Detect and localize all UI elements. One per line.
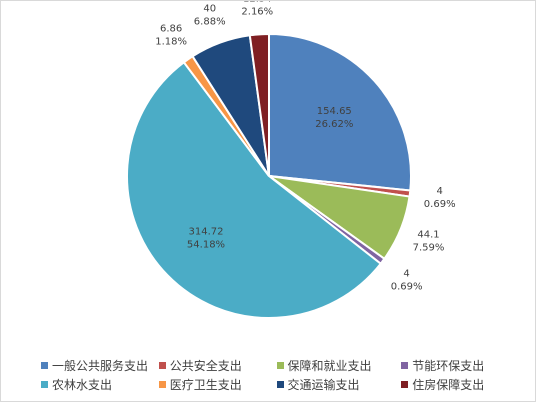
- slice-percent-label: 26.62%: [315, 119, 353, 130]
- slice-label-7: 40 6.88%: [194, 4, 226, 28]
- legend-swatch: [401, 381, 409, 388]
- legend-label: 农林水支出: [52, 378, 113, 392]
- legend-label: 节能环保支出: [412, 359, 485, 373]
- legend-label: 医疗卫生支出: [169, 378, 242, 392]
- slice-label-3: 44.1 7.59%: [413, 229, 445, 253]
- slice-percent-label: 6.88%: [194, 17, 226, 28]
- slice-label-5: 314.72 54.18%: [187, 227, 225, 251]
- legend-item: 节能环保支出: [401, 357, 501, 374]
- legend-swatch: [158, 381, 166, 388]
- legend-label: 一般公共服务支出: [52, 359, 149, 373]
- legend-item: 交通运输支出: [276, 376, 402, 393]
- slice-percent-label: 1.18%: [155, 37, 187, 48]
- legend-label: 交通运输支出: [287, 378, 360, 392]
- slice-value-label: 154.65: [317, 106, 352, 117]
- legend-label: 住房保障支出: [412, 378, 485, 392]
- legend-label: 保障和就业支出: [287, 359, 372, 373]
- slice-value-label: 12.54: [243, 1, 272, 4]
- pie-slice-1: [268, 32, 412, 192]
- slice-value-label: 40: [203, 4, 216, 15]
- slice-percent-label: 54.18%: [187, 240, 225, 251]
- legend: 一般公共服务支出 公共安全支出 保障和就业支出 节能环保支出农林水支出 医疗卫生支出 交通…: [41, 356, 501, 394]
- legend-row: 一般公共服务支出 公共安全支出 保障和就业支出 节能环保支出: [41, 356, 501, 375]
- slice-percent-label: 0.69%: [424, 199, 456, 210]
- legend-item: 保障和就业支出: [276, 357, 402, 374]
- slice-label-4: 4 0.69%: [391, 268, 423, 292]
- legend-swatch: [401, 362, 409, 369]
- pie-slice-8: [248, 32, 270, 177]
- legend-swatch: [41, 381, 48, 388]
- slice-percent-label: 7.59%: [413, 242, 445, 253]
- slice-percent-label: 0.69%: [391, 281, 423, 292]
- legend-item: 一般公共服务支出: [41, 357, 159, 374]
- legend-item: 农林水支出: [41, 376, 159, 393]
- legend-row: 农林水支出 医疗卫生支出 交通运输支出 住房保障支出: [41, 375, 501, 394]
- legend-item: 公共安全支出: [158, 357, 277, 374]
- slice-value-label: 44.1: [417, 229, 439, 240]
- legend-label: 公共安全支出: [169, 359, 242, 373]
- legend-swatch: [276, 362, 284, 369]
- slice-percent-label: 2.16%: [241, 6, 273, 17]
- legend-swatch: [158, 362, 166, 369]
- slice-value-label: 4: [403, 268, 409, 279]
- legend-swatch: [41, 362, 48, 369]
- legend-item: 住房保障支出: [401, 376, 501, 393]
- slice-label-6: 6.86 1.18%: [155, 24, 187, 48]
- slice-value-label: 4: [437, 186, 443, 197]
- pie-slice-5: [126, 60, 383, 320]
- slice-label-2: 4 0.69%: [424, 186, 456, 210]
- slice-value-label: 314.72: [189, 227, 224, 238]
- slice-value-label: 6.86: [160, 24, 182, 35]
- legend-swatch: [276, 381, 284, 388]
- slice-label-8: 12.54 2.16%: [241, 1, 273, 17]
- legend-item: 医疗卫生支出: [158, 376, 277, 393]
- slice-label-1: 154.65 26.62%: [315, 106, 353, 130]
